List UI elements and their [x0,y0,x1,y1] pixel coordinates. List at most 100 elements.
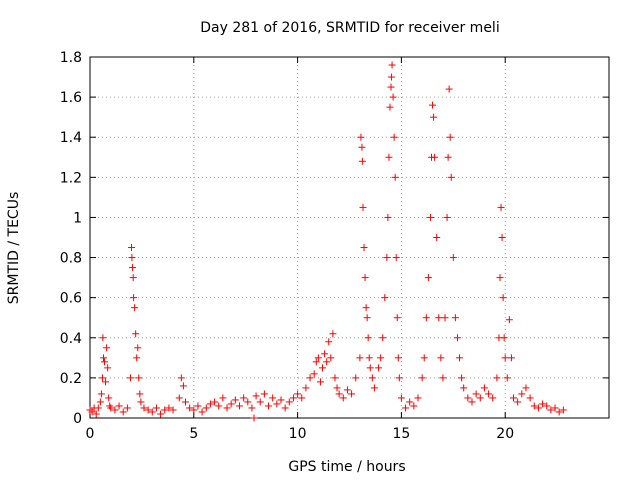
data-point [446,133,454,141]
data-point [190,406,198,414]
data-point [181,398,189,406]
data-point [387,73,395,81]
y-tick-label: 0.6 [60,291,82,307]
data-point [418,374,426,382]
data-point [388,61,396,69]
grid [90,57,609,418]
data-point [92,410,100,418]
data-point [348,390,356,398]
data-point [103,344,111,352]
data-point [206,400,214,408]
data-point [256,398,264,406]
data-point [102,378,110,386]
data-point [325,338,333,346]
data-point [451,314,459,322]
data-point [101,358,109,366]
data-point [343,386,351,394]
data-point [433,234,441,241]
data-point [240,394,248,402]
data-point [285,398,293,406]
data-point [211,398,219,406]
data-point [456,354,464,362]
data-point [384,213,392,221]
data-point [430,113,438,121]
data-point [370,384,378,392]
data-point [356,354,364,362]
data-point [480,384,488,392]
data-point [319,364,327,372]
data-point [231,396,239,404]
y-tick-label: 0.4 [60,331,82,347]
x-tick-label: 20 [496,426,514,442]
y-tick-label: 1.8 [60,50,82,66]
data-point [250,414,258,422]
data-point [179,382,187,390]
data-point [375,364,383,372]
data-point [137,398,145,406]
data-point [260,390,268,398]
data-point [468,398,476,406]
data-point [391,173,399,181]
data-point [498,234,506,241]
data-point [99,334,107,342]
data-point [377,354,385,362]
data-point [422,314,430,322]
data-point [169,406,177,414]
plot-frame [89,56,610,419]
data-point [381,294,389,302]
y-tick-label: 1.2 [60,170,82,186]
data-point [98,374,106,382]
data-point [119,408,127,416]
data-point [99,354,107,362]
data-point [135,374,143,382]
data-point [514,398,522,406]
y-tick-label: 1.4 [60,130,82,146]
data-point [365,354,373,362]
x-tick-label: 0 [86,426,95,442]
data-point [445,85,453,93]
data-point [555,408,563,416]
data-point [539,400,547,408]
data-point [357,133,365,141]
data-point [128,244,136,252]
data-point [420,354,428,362]
data-point [551,404,559,412]
data-point [386,103,394,111]
data-point [134,344,142,352]
data-point [327,354,335,362]
data-point [129,264,137,272]
data-point [248,404,256,412]
data-point [202,404,210,412]
data-point [152,404,160,412]
data-point [136,390,144,398]
data-point [443,213,451,221]
data-point [534,404,542,412]
data-point [431,153,439,161]
data-point [219,394,227,402]
data-point [559,406,567,414]
data-point [503,374,511,382]
data-point [393,314,401,322]
data-point [94,404,102,412]
data-point [329,330,337,338]
data-point [406,398,414,406]
data-point [363,314,371,322]
x-axis-label: GPS time / hours [288,459,405,475]
data-point [186,404,194,412]
data-point [385,153,393,161]
data-point [273,400,281,408]
data-point [429,101,437,109]
data-point [383,254,391,262]
data-point [177,374,185,382]
axis-ticks: 0 5 10 15 20 0 0.2 0.4 0.6 0.8 1 1.2 1.4 1.6 1.8 [60,50,609,442]
data-point [123,404,131,412]
data-point [458,374,466,382]
data-point [439,374,447,382]
data-point [223,404,231,412]
data-point [105,394,113,402]
data-point [321,350,329,358]
y-tick-label: 1.6 [60,90,82,106]
data-point [510,394,518,402]
data-point [414,394,422,402]
data-point [397,394,405,402]
